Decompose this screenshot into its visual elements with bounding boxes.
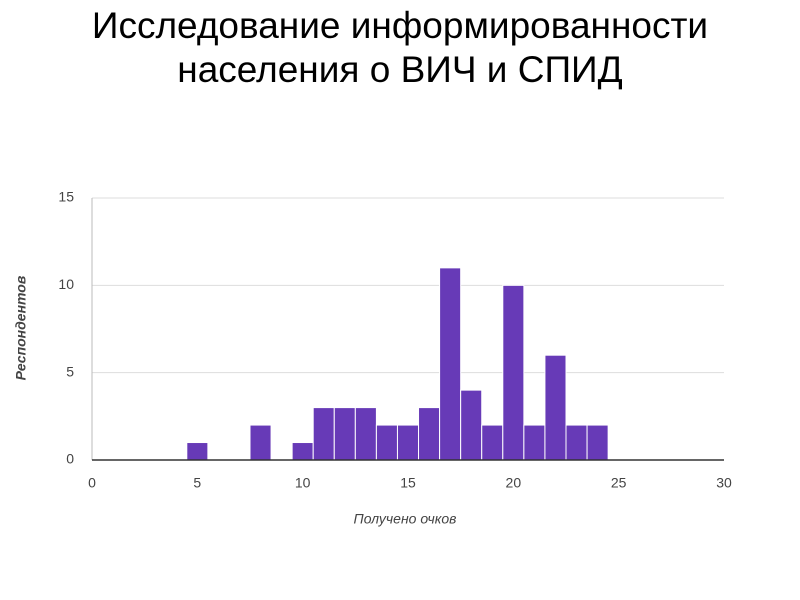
bar: [565, 424, 588, 461]
title-box: Исследование информированности населения…: [0, 0, 800, 128]
bar: [460, 389, 483, 461]
bar: [396, 424, 420, 461]
y-tick-label: 5: [66, 363, 74, 379]
x-tick-label: 30: [716, 475, 732, 491]
x-tick-label: 0: [88, 475, 96, 491]
x-tick-label: 10: [295, 475, 311, 491]
y-axis-label: Респондентов: [13, 275, 29, 380]
bar: [312, 407, 335, 461]
bar: [249, 424, 272, 461]
bar: [375, 424, 398, 461]
bar: [523, 424, 546, 461]
x-axis-label: Получено очков: [354, 511, 457, 527]
x-tick-label: 25: [611, 475, 627, 491]
y-tick-label: 15: [58, 189, 74, 205]
bar: [354, 407, 377, 461]
x-tick-label: 15: [400, 475, 416, 491]
bar: [186, 442, 209, 461]
bar: [333, 407, 356, 461]
x-tick-label: 5: [193, 475, 201, 491]
chart-title: Исследование информированности населения…: [91, 5, 709, 90]
bar: [418, 407, 441, 461]
bar: [586, 424, 609, 461]
x-tick-label: 20: [506, 475, 522, 491]
bar: [291, 442, 314, 461]
bar: [439, 267, 462, 461]
y-tick-label: 0: [66, 451, 74, 467]
bar: [502, 284, 525, 461]
bar: [544, 354, 567, 461]
y-tick-label: 10: [58, 276, 74, 292]
bar: [481, 424, 504, 461]
